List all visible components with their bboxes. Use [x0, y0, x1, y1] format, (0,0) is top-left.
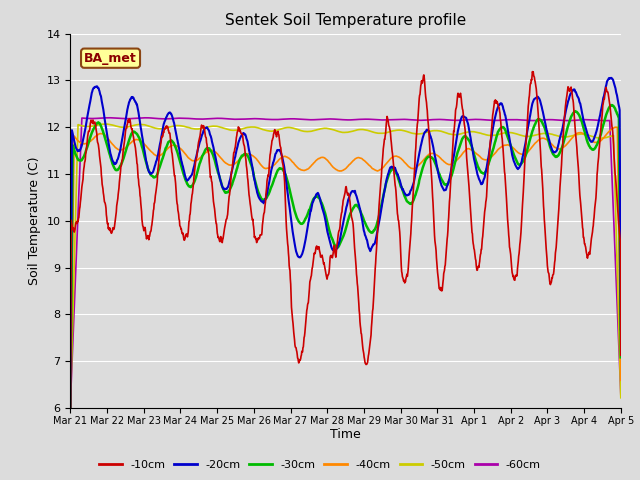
-40cm — [552, 144, 559, 150]
-10cm — [503, 202, 511, 208]
-10cm — [67, 452, 74, 458]
-20cm — [617, 326, 625, 332]
Line: -10cm: -10cm — [70, 72, 621, 455]
-60cm — [106, 115, 113, 120]
-50cm — [431, 128, 439, 133]
-40cm — [189, 158, 196, 164]
-60cm — [251, 116, 259, 121]
-60cm — [431, 117, 439, 122]
-30cm — [607, 102, 615, 108]
-30cm — [189, 182, 196, 188]
-60cm — [176, 115, 184, 121]
Line: -20cm: -20cm — [70, 78, 621, 408]
-60cm — [552, 117, 559, 123]
-30cm — [67, 412, 74, 418]
-50cm — [617, 395, 625, 401]
-40cm — [431, 151, 439, 157]
-10cm — [431, 238, 439, 244]
-40cm — [503, 142, 511, 148]
-10cm — [189, 187, 196, 193]
-40cm — [617, 377, 625, 383]
-20cm — [175, 147, 183, 153]
-20cm — [431, 153, 439, 159]
-10cm — [552, 248, 559, 253]
-50cm — [67, 403, 74, 409]
-40cm — [175, 145, 183, 151]
Y-axis label: Soil Temperature (C): Soil Temperature (C) — [28, 156, 41, 285]
-30cm — [431, 160, 439, 166]
-40cm — [67, 408, 74, 414]
Text: BA_met: BA_met — [84, 52, 137, 65]
-10cm — [250, 234, 258, 240]
-30cm — [175, 156, 183, 162]
-20cm — [250, 177, 258, 182]
-50cm — [251, 124, 259, 130]
-60cm — [67, 400, 74, 406]
-60cm — [504, 117, 511, 122]
-60cm — [617, 392, 625, 398]
Line: -50cm: -50cm — [70, 124, 621, 406]
-50cm — [552, 132, 559, 138]
-30cm — [503, 132, 511, 137]
-50cm — [189, 126, 197, 132]
-20cm — [189, 169, 196, 175]
-20cm — [552, 149, 559, 155]
-30cm — [250, 175, 258, 181]
-50cm — [176, 123, 184, 129]
Line: -40cm: -40cm — [70, 127, 621, 411]
Legend: -10cm, -20cm, -30cm, -40cm, -50cm, -60cm: -10cm, -20cm, -30cm, -40cm, -50cm, -60cm — [95, 456, 545, 474]
X-axis label: Time: Time — [330, 429, 361, 442]
Title: Sentek Soil Temperature profile: Sentek Soil Temperature profile — [225, 13, 466, 28]
-20cm — [67, 405, 74, 410]
-50cm — [102, 121, 110, 127]
-10cm — [529, 69, 536, 74]
-20cm — [503, 121, 511, 127]
-30cm — [552, 154, 559, 159]
-20cm — [607, 75, 615, 81]
-60cm — [189, 116, 197, 121]
-10cm — [617, 352, 625, 358]
Line: -30cm: -30cm — [70, 105, 621, 415]
-40cm — [250, 154, 258, 160]
-50cm — [504, 130, 511, 135]
-30cm — [617, 354, 625, 360]
Line: -60cm: -60cm — [70, 118, 621, 403]
-10cm — [175, 217, 183, 223]
-40cm — [611, 124, 619, 130]
